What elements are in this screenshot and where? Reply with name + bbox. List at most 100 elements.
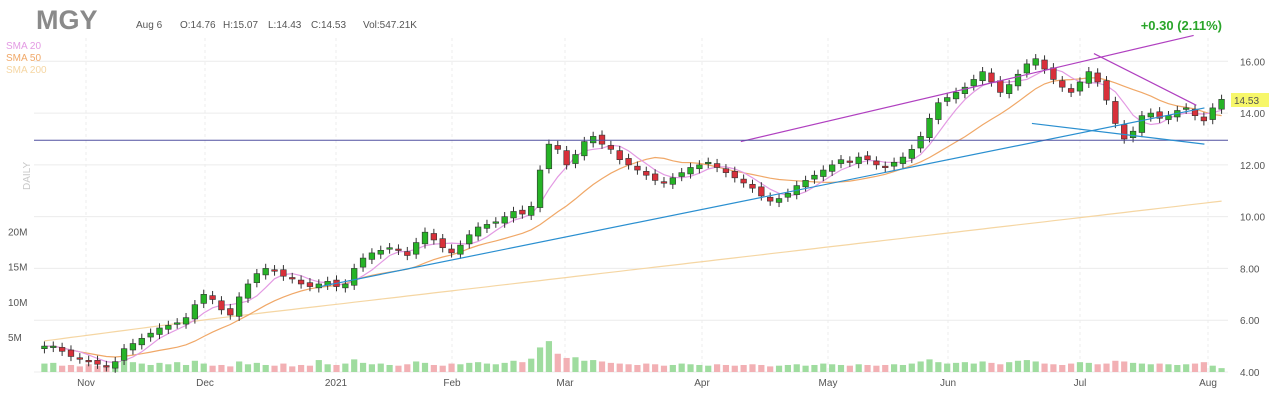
- time-tick-label: Apr: [694, 378, 710, 389]
- candle: [41, 341, 48, 354]
- candle: [1103, 76, 1110, 105]
- volume-bar: [138, 363, 145, 372]
- candle: [519, 205, 526, 219]
- volume-bar: [324, 364, 331, 372]
- volume-bar: [696, 364, 703, 372]
- volume-bar: [1191, 363, 1199, 372]
- volume-bar: [1103, 363, 1110, 372]
- volume-bar: [616, 363, 623, 372]
- volume-bar: [120, 360, 128, 372]
- volume-bar: [262, 364, 269, 372]
- volume-bar: [457, 364, 464, 372]
- candle: [377, 245, 384, 259]
- sma-50-line: [44, 77, 1222, 358]
- candle: [837, 155, 845, 169]
- volume-bar: [988, 362, 995, 372]
- candle: [421, 227, 429, 249]
- volume-bar: [758, 364, 765, 372]
- volume-bar: [1014, 360, 1022, 372]
- volume-bar: [333, 364, 340, 372]
- volume-bar: [740, 364, 747, 372]
- candle: [616, 145, 623, 165]
- volume-bar: [1023, 360, 1030, 372]
- volume-bar: [1041, 363, 1048, 372]
- candle: [483, 219, 491, 233]
- volume-bar: [1006, 362, 1013, 372]
- volume-bar: [377, 363, 384, 372]
- chart-grid: [34, 38, 1228, 373]
- candle: [687, 162, 694, 179]
- volume-bar: [227, 366, 234, 372]
- volume-bar: [678, 363, 685, 372]
- candle: [581, 136, 588, 161]
- volume-bar: [846, 365, 853, 372]
- volume-bar: [775, 365, 783, 372]
- volume-bar: [944, 363, 951, 372]
- candle: [1085, 66, 1092, 88]
- time-axis: Nov Dec 2021 Feb Mar Apr May Jun Jul Aug: [77, 378, 1217, 389]
- candle: [696, 160, 703, 174]
- time-tick-label: May: [819, 378, 838, 389]
- candle: [1006, 79, 1013, 99]
- volume-bar: [421, 362, 429, 372]
- volume-bar: [306, 365, 314, 372]
- candle: [1147, 108, 1154, 122]
- volume-bar: [634, 364, 641, 372]
- volume-bar: [1218, 368, 1225, 372]
- quote-high: H:15.07: [223, 20, 258, 31]
- volume-bar: [492, 364, 499, 372]
- volume-bar: [1174, 364, 1181, 372]
- volume-bar: [997, 364, 1004, 372]
- volume-bar: [1165, 364, 1172, 372]
- candle: [820, 165, 827, 182]
- candle: [67, 345, 75, 362]
- lower-support-line: [320, 107, 1205, 288]
- candle: [705, 157, 712, 169]
- candle: [767, 192, 774, 206]
- candle: [1094, 68, 1101, 87]
- volume-bar: [722, 364, 730, 372]
- candle: [1218, 94, 1225, 114]
- candle: [129, 338, 137, 355]
- volume-bar: [935, 362, 942, 372]
- volume-bar: [1085, 362, 1092, 372]
- candle: [926, 113, 933, 143]
- candle: [713, 158, 721, 173]
- price-tick-label: 10.00: [1240, 213, 1265, 224]
- candle: [85, 355, 92, 367]
- volume-bar: [1059, 364, 1066, 372]
- volume-bar: [244, 364, 252, 372]
- volume-bar: [271, 365, 278, 372]
- candle: [1156, 107, 1163, 123]
- volume-bar: [793, 364, 800, 372]
- time-tick-label: 2021: [325, 378, 348, 389]
- volume-bar: [1076, 362, 1084, 372]
- volume-bar: [368, 364, 376, 372]
- candle: [253, 268, 260, 288]
- volume-bar: [280, 363, 287, 372]
- volume-bar: [430, 364, 437, 372]
- candle: [944, 92, 951, 107]
- volume-bar: [351, 359, 358, 372]
- candle: [501, 211, 508, 228]
- price-tick-label: 6.00: [1240, 316, 1260, 327]
- volume-bar: [50, 362, 57, 372]
- candle: [430, 228, 437, 245]
- volume-bar: [554, 353, 561, 372]
- volume-bar: [820, 363, 827, 372]
- volume-bar: [908, 363, 915, 372]
- volume-bar: [590, 360, 597, 372]
- candle: [864, 151, 871, 165]
- candle: [474, 222, 482, 241]
- volume-bar: [413, 361, 420, 372]
- candle: [1059, 76, 1066, 92]
- volume-bar: [970, 363, 977, 372]
- candle: [76, 353, 83, 364]
- candle: [1112, 96, 1119, 129]
- volume-tick-label: 10M: [8, 298, 27, 309]
- candle: [554, 140, 561, 154]
- candle: [244, 279, 252, 303]
- candle: [722, 164, 730, 178]
- candle: [908, 144, 915, 164]
- volume-tick-label: 20M: [8, 228, 27, 239]
